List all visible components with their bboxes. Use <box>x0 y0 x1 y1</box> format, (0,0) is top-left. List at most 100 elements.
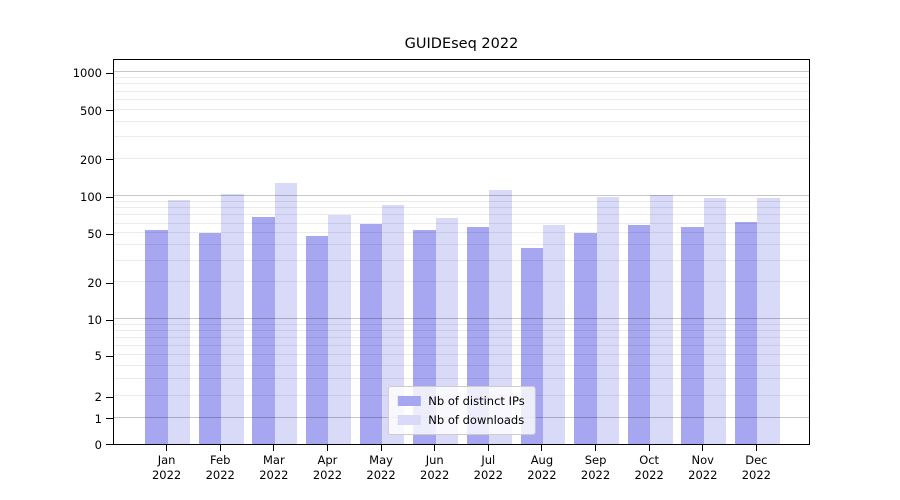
minor-gridline-700 <box>114 90 809 92</box>
minor-gridline-30 <box>114 259 809 261</box>
y-tick-mark-10 <box>106 319 113 321</box>
x-tick-label-dec: Dec 2022 <box>741 452 772 482</box>
y-tick-mark-100 <box>106 196 113 198</box>
x-tick-label-jan: Jan 2022 <box>151 452 182 482</box>
x-tick-label-mar: Mar 2022 <box>259 452 289 482</box>
x-tick-mark-oct <box>648 444 650 451</box>
minor-gridline-500 <box>114 108 809 110</box>
x-tick-label-may: May 2022 <box>366 452 396 482</box>
bar-nov-downloads <box>703 197 727 444</box>
y-tick-mark-0 <box>106 444 113 445</box>
x-tick-mark-apr <box>326 444 328 451</box>
y-tick-label-5: 5 <box>94 349 102 363</box>
bar-may-downloads <box>382 205 405 444</box>
legend-swatch-distinct-ips <box>397 395 421 406</box>
legend-swatch-downloads <box>397 414 421 425</box>
y-tick-mark-50 <box>106 233 113 235</box>
bar-nov-distinct-ips <box>681 227 704 444</box>
minor-gridline-6 <box>114 344 809 346</box>
minor-gridline-7 <box>114 336 809 338</box>
minor-gridline-900 <box>114 77 809 79</box>
bar-may-distinct-ips <box>359 224 383 444</box>
minor-gridline-90 <box>114 200 809 202</box>
bar-oct-downloads <box>650 195 673 444</box>
x-tick-label-sep: Sep 2022 <box>580 452 611 482</box>
major-gridline-1000 <box>114 71 809 73</box>
y-tick-label-0: 0 <box>94 437 102 452</box>
minor-gridline-9 <box>114 323 809 325</box>
bar-mar-distinct-ips <box>252 216 275 444</box>
y-tick-mark-200 <box>106 159 113 161</box>
legend-label-distinct-ips: Nb of distinct IPs <box>428 393 525 408</box>
bar-apr-distinct-ips <box>306 235 329 444</box>
y-tick-mark-500 <box>106 110 113 112</box>
bar-jan-downloads <box>167 200 190 444</box>
legend-row-downloads: Nb of downloads <box>397 413 524 427</box>
x-tick-label-feb: Feb 2022 <box>205 452 235 482</box>
bar-sep-distinct-ips <box>574 233 597 444</box>
y-tick-label-1: 1 <box>94 411 102 426</box>
y-tick-label-100: 100 <box>80 190 102 205</box>
y-tick-label-200: 200 <box>80 152 102 167</box>
chart-title: GUIDEseq 2022 <box>404 36 519 52</box>
x-tick-label-aug: Aug 2022 <box>527 452 557 482</box>
minor-gridline-50 <box>114 232 809 234</box>
bar-dec-distinct-ips <box>734 221 758 444</box>
bar-dec-downloads <box>757 198 780 444</box>
minor-gridline-400 <box>114 120 809 122</box>
minor-gridline-200 <box>114 157 809 159</box>
minor-gridline-300 <box>114 136 809 138</box>
x-tick-mark-sep <box>595 444 597 451</box>
bar-apr-downloads <box>328 214 351 444</box>
bar-mar-downloads <box>274 182 298 444</box>
minor-gridline-40 <box>114 244 809 246</box>
minor-gridline-600 <box>114 98 809 100</box>
minor-gridline-4 <box>114 364 809 366</box>
y-tick-label-10: 10 <box>87 313 102 328</box>
x-tick-mark-dec <box>755 444 757 451</box>
legend-row-distinct-ips: Nb of distinct IPs <box>397 393 525 408</box>
minor-gridline-20 <box>114 281 809 283</box>
bar-jan-distinct-ips <box>145 230 168 444</box>
x-tick-mark-jul <box>487 444 489 451</box>
y-tick-mark-20 <box>106 282 113 284</box>
y-tick-label-20: 20 <box>87 276 102 291</box>
x-tick-mark-aug <box>541 444 543 451</box>
minor-gridline-800 <box>114 83 809 85</box>
bar-sep-downloads <box>596 197 619 444</box>
legend: Nb of distinct IPs Nb of downloads <box>387 385 536 435</box>
x-tick-mark-jan <box>166 444 168 451</box>
x-tick-mark-may <box>380 444 382 451</box>
major-gridline-100 <box>114 195 809 197</box>
bar-aug-downloads <box>542 225 566 444</box>
y-tick-mark-1 <box>106 418 113 420</box>
y-tick-mark-1000 <box>106 72 113 74</box>
minor-gridline-80 <box>114 207 809 209</box>
y-tick-label-50: 50 <box>87 227 102 242</box>
y-tick-mark-5 <box>106 355 113 357</box>
legend-label-downloads: Nb of downloads <box>428 412 525 427</box>
major-gridline-10 <box>114 318 809 320</box>
x-tick-mark-nov <box>702 444 704 451</box>
bar-feb-downloads <box>221 194 244 444</box>
y-tick-label-500: 500 <box>80 103 102 118</box>
y-tick-label-2: 2 <box>94 390 102 405</box>
x-tick-label-jun: Jun 2022 <box>420 452 450 482</box>
x-tick-label-jul: Jul 2022 <box>473 452 503 482</box>
bar-oct-distinct-ips <box>627 225 651 444</box>
bar-jul-downloads <box>489 189 512 444</box>
minor-gridline-60 <box>114 222 809 224</box>
x-tick-label-oct: Oct 2022 <box>634 452 664 482</box>
y-tick-mark-2 <box>106 396 113 398</box>
minor-gridline-8 <box>114 329 809 331</box>
minor-gridline-5 <box>114 354 809 356</box>
x-tick-mark-feb <box>219 444 221 451</box>
y-tick-label-1000: 1000 <box>72 66 102 81</box>
x-tick-label-apr: Apr 2022 <box>312 452 343 482</box>
x-tick-mark-jun <box>434 444 436 451</box>
plot-area: Nb of distinct IPs Nb of downloads <box>113 59 810 445</box>
x-tick-label-nov: Nov 2022 <box>688 452 718 482</box>
x-tick-mark-mar <box>273 444 275 451</box>
bar-feb-distinct-ips <box>198 233 222 444</box>
